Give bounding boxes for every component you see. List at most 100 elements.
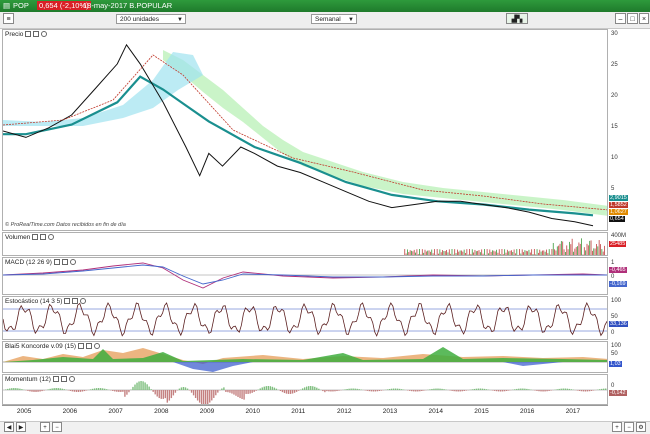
momentum-bar — [140, 381, 141, 390]
volume-bar — [601, 249, 602, 256]
window-icon[interactable] — [61, 376, 67, 382]
volume-bar — [565, 252, 566, 256]
momentum-bar — [298, 390, 299, 391]
momentum-bar — [72, 390, 73, 391]
settings-icon[interactable]: ⚙ — [636, 422, 646, 432]
momentum-bar — [458, 390, 459, 391]
close-icon[interactable] — [80, 298, 86, 304]
momentum-bar — [247, 390, 248, 394]
koncorde-panel[interactable]: Blai5 Koncorde v.09 (15) — [2, 341, 608, 373]
wrench-icon[interactable] — [53, 376, 59, 382]
momentum-bar — [280, 390, 281, 391]
window-icon[interactable] — [62, 259, 68, 265]
momentum-bar — [312, 386, 313, 390]
momentum-bar — [134, 385, 135, 390]
volume-bar — [549, 249, 550, 256]
momentum-bar — [472, 389, 473, 390]
zoom-in-icon[interactable]: + — [612, 422, 622, 432]
momentum-bar — [92, 389, 93, 390]
tick-label: 5 — [611, 186, 614, 192]
wrench-icon[interactable] — [64, 298, 70, 304]
volume-bar — [581, 238, 582, 256]
momentum-bar — [431, 389, 432, 390]
scroll-left-icon[interactable]: ◀ — [4, 422, 14, 432]
momentum-bar — [5, 389, 6, 390]
units-select[interactable]: 200 unidades▼ — [116, 14, 186, 24]
momentum-bar — [58, 388, 59, 390]
wrench-icon[interactable] — [78, 343, 84, 349]
price-chart[interactable] — [3, 30, 608, 231]
momentum-bar — [215, 390, 216, 395]
momentum-bar — [589, 390, 590, 391]
momentum-bar — [603, 389, 604, 390]
momentum-bar — [150, 389, 151, 390]
momentum-bar — [520, 389, 521, 390]
volume-bar — [448, 252, 449, 256]
volume-panel[interactable]: Volumen — [2, 232, 608, 256]
momentum-bar — [524, 389, 525, 390]
zoom-out-icon[interactable]: − — [624, 422, 634, 432]
tick-label: 100 — [611, 298, 621, 304]
volume-bar — [488, 253, 489, 256]
window-icon[interactable] — [40, 234, 46, 240]
stochastic-panel[interactable]: Estocástico (14 3 5) — [2, 296, 608, 340]
wrench-icon[interactable] — [32, 234, 38, 240]
close-icon[interactable] — [69, 376, 75, 382]
tick-label: 15 — [611, 124, 618, 130]
momentum-bar — [332, 390, 333, 391]
momentum-bar — [314, 387, 315, 390]
momentum-bar — [528, 389, 529, 390]
chart-type-icon[interactable]: ▟▚ — [506, 13, 528, 24]
momentum-bar — [583, 390, 584, 391]
volume-bar — [458, 252, 459, 256]
momentum-bar — [262, 387, 263, 390]
window-icon[interactable] — [72, 298, 78, 304]
momentum-bar — [544, 390, 545, 391]
zoom-in-icon[interactable]: + — [40, 422, 50, 432]
volume-bar — [597, 246, 598, 256]
volume-bar — [542, 251, 543, 256]
volume-bar — [556, 251, 557, 256]
volume-bar — [457, 250, 458, 256]
period-select[interactable]: Semanal▼ — [311, 14, 357, 24]
momentum-bar — [296, 390, 297, 392]
volume-bar — [539, 250, 540, 256]
wrench-icon[interactable] — [54, 259, 60, 265]
momentum-bar — [173, 390, 174, 395]
window-icon[interactable] — [86, 343, 92, 349]
close-icon[interactable] — [94, 343, 100, 349]
momentum-bar — [31, 390, 32, 392]
volume-bar — [471, 254, 472, 256]
momentum-bar — [599, 389, 600, 390]
momentum-bar — [106, 389, 107, 390]
momentum-bar — [399, 389, 400, 390]
volume-bar — [562, 242, 563, 256]
close-icon[interactable] — [48, 234, 54, 240]
value-badge: 0,654 — [609, 216, 625, 222]
momentum-bar — [76, 390, 77, 392]
wrench-icon[interactable] — [25, 31, 31, 37]
window-icon[interactable] — [33, 31, 39, 37]
zoom-out-icon[interactable]: − — [52, 422, 62, 432]
momentum-bar — [290, 390, 291, 394]
volume-bar — [560, 244, 561, 256]
menu-icon[interactable]: ≡ — [3, 13, 14, 24]
momentum-bar — [302, 388, 303, 390]
scroll-right-icon[interactable]: ▶ — [16, 422, 26, 432]
momentum-bar — [373, 390, 374, 391]
price-panel[interactable]: Precio © ProRealTime.com Datos recibidos… — [2, 29, 608, 231]
momentum-bar — [225, 390, 226, 392]
volume-bar — [519, 249, 520, 256]
restore-icon[interactable]: □ — [627, 13, 638, 24]
momentum-bar — [381, 390, 382, 391]
close-icon[interactable] — [70, 259, 76, 265]
close-icon[interactable] — [41, 31, 47, 37]
volume-bar — [585, 250, 586, 256]
close-icon[interactable]: × — [639, 13, 649, 24]
volume-bar — [508, 251, 509, 256]
minimize-icon[interactable]: – — [615, 13, 626, 24]
momentum-bar — [237, 390, 238, 397]
momentum-panel[interactable]: Momentum (12) — [2, 374, 608, 405]
macd-panel[interactable]: MACD (12 26 9) — [2, 257, 608, 295]
volume-bar — [419, 249, 420, 256]
